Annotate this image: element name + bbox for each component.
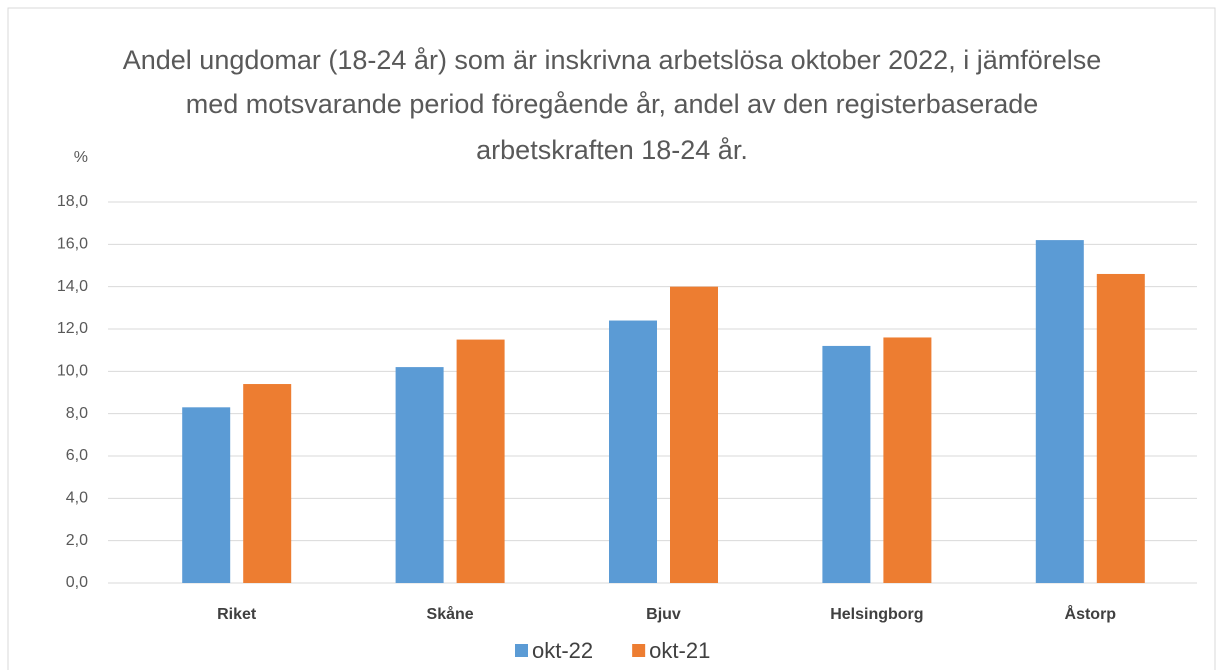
bar <box>1096 273 1145 583</box>
legend-swatch <box>632 644 646 657</box>
bar <box>182 407 231 583</box>
bar <box>883 337 932 583</box>
y-tick-label: 18,0 <box>57 193 88 210</box>
y-axis-label: % <box>74 149 88 166</box>
x-tick-label: Riket <box>217 606 257 623</box>
bar <box>609 320 657 583</box>
y-tick-label: 4,0 <box>66 490 88 507</box>
bar <box>1035 240 1084 583</box>
chart-frame <box>7 7 1216 670</box>
chart-title: med motsvarande period föregående år, an… <box>186 89 1039 119</box>
x-tick-label: Bjuv <box>646 606 681 623</box>
legend-label: okt-22 <box>532 638 593 663</box>
legend-swatch <box>515 644 528 657</box>
x-tick-label: Skåne <box>427 605 474 623</box>
y-tick-label: 6,0 <box>66 447 88 464</box>
y-tick-label: 2,0 <box>66 532 88 549</box>
legend-label: okt-21 <box>649 638 710 663</box>
chart-title: arbetskraften 18-24 år. <box>476 135 748 165</box>
y-tick-label: 12,0 <box>57 320 88 337</box>
y-tick-label: 8,0 <box>66 405 88 422</box>
y-tick-label: 16,0 <box>57 236 88 253</box>
chart-title: Andel ungdomar (18-24 år) som är inskriv… <box>123 45 1102 75</box>
y-tick-label: 0,0 <box>66 574 88 591</box>
bar <box>243 384 292 583</box>
bar <box>670 286 718 583</box>
x-tick-label: Åstorp <box>1065 604 1117 623</box>
y-tick-label: 14,0 <box>57 278 88 295</box>
y-tick-label: 10,0 <box>57 363 88 380</box>
bar <box>456 339 505 583</box>
x-tick-label: Helsingborg <box>830 606 923 623</box>
bar <box>395 367 444 583</box>
bar <box>822 345 871 583</box>
